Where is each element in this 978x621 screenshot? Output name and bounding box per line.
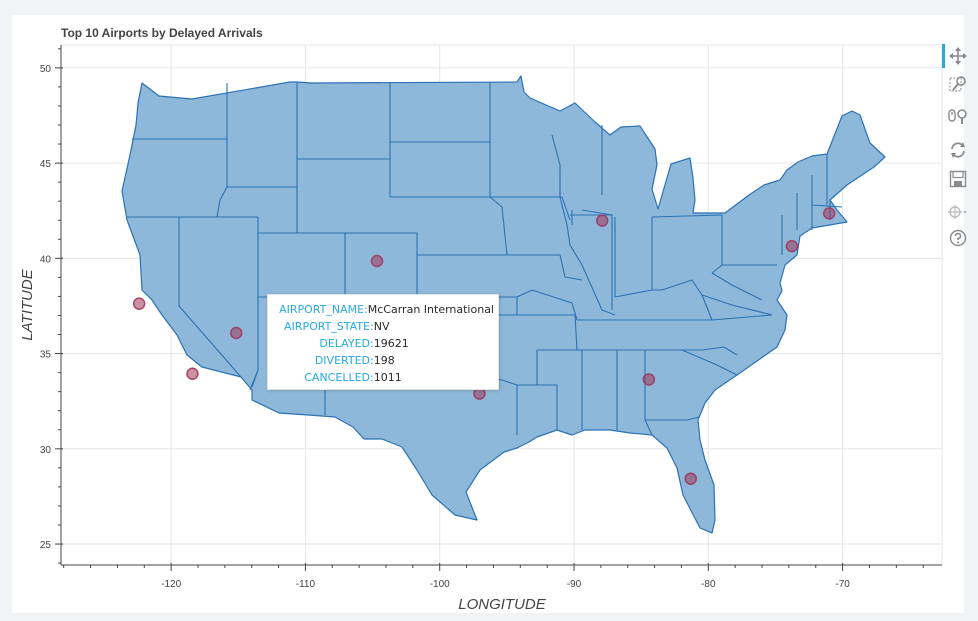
tooltip-row-airport-state: AIRPORT_STATE: NV	[268, 318, 494, 335]
x-tick-label: -70	[835, 579, 850, 590]
wheel-zoom-tool-button[interactable]	[945, 104, 971, 128]
airport-point[interactable]	[684, 472, 697, 485]
x-tick-label: -110	[296, 579, 316, 590]
box-zoom-icon	[949, 76, 966, 92]
y-tick-label: 35	[40, 350, 52, 361]
x-tick-label: -100	[430, 579, 450, 590]
airport-point[interactable]	[785, 239, 799, 253]
y-tick-label: 30	[40, 445, 52, 456]
y-tick-label: 25	[40, 540, 52, 551]
tooltip-row-delayed: DELAYED:19621	[268, 335, 494, 352]
airport-points	[132, 207, 836, 485]
x-axis-label: LONGITUDE	[458, 596, 547, 613]
airport-point[interactable]	[370, 254, 384, 268]
airport-point[interactable]	[230, 326, 243, 340]
tooltip-separator: :	[370, 371, 374, 384]
tooltip-value-diverted: 198	[373, 354, 395, 367]
tooltip-separator: :	[370, 337, 374, 350]
crosshair-tool-button[interactable]	[945, 200, 971, 224]
plot-area[interactable]: Top 10 Airports by Delayed Arrivals	[12, 15, 964, 613]
tooltip-row-airport-name: AIRPORT_NAME: McCarran International	[268, 301, 494, 318]
tooltip-key-delayed: DELAYED	[319, 337, 370, 350]
y-tick-label: 45	[40, 159, 52, 170]
tooltip-value-delayed: 19621	[373, 337, 409, 350]
save-tool-button[interactable]	[945, 167, 971, 191]
x-axis: -120 -110 -100 -90 -80 -70	[61, 563, 942, 590]
tooltip-value-airport-state: NV	[373, 320, 390, 333]
pan-icon	[949, 47, 967, 65]
crosshair-icon	[948, 205, 967, 219]
reset-tool-button[interactable]	[945, 138, 971, 162]
tooltip-row-cancelled: CANCELLED:1011	[268, 369, 494, 386]
chart-title: Top 10 Airports by Delayed Arrivals	[61, 26, 263, 40]
tooltip-separator: :	[370, 320, 374, 333]
pan-tool-button[interactable]	[942, 44, 971, 68]
figure: Top 10 Airports by Delayed Arrivals	[12, 15, 964, 613]
airport-point[interactable]	[186, 367, 199, 381]
airport-point[interactable]	[132, 297, 146, 310]
tooltip-row-diverted: DIVERTED:198	[268, 352, 494, 369]
y-axis: 25 30 35 40 45 50	[40, 45, 63, 565]
airport-point[interactable]	[642, 373, 656, 386]
help-tool-button[interactable]	[945, 226, 971, 250]
airport-point[interactable]	[822, 207, 836, 220]
y-axis-label: LATITUDE	[19, 268, 36, 340]
us-states-map	[121, 75, 886, 534]
tooltip-separator: :	[364, 303, 368, 316]
y-tick-label: 50	[40, 64, 52, 75]
save-icon	[949, 170, 967, 188]
tooltip-value-airport-name: McCarran International	[367, 303, 494, 316]
x-tick-label: -80	[701, 579, 716, 590]
tooltip-key-diverted: DIVERTED	[314, 354, 370, 367]
tooltip-key-cancelled: CANCELLED	[304, 371, 370, 384]
hover-tooltip: AIRPORT_NAME: McCarran International AIRP…	[267, 294, 499, 390]
wheel-zoom-icon	[948, 109, 967, 124]
box-zoom-tool-button[interactable]	[945, 72, 971, 96]
help-icon	[949, 229, 967, 247]
x-tick-label: -120	[161, 579, 181, 590]
plot-toolbar	[942, 40, 974, 270]
reset-icon	[951, 142, 965, 158]
x-tick-label: -90	[567, 579, 582, 590]
tooltip-key-airport-name: AIRPORT_NAME	[279, 303, 365, 316]
airport-point[interactable]	[595, 214, 609, 227]
tooltip-value-cancelled: 1011	[373, 371, 402, 384]
y-tick-label: 40	[40, 254, 52, 265]
tooltip-separator: :	[370, 354, 374, 367]
tooltip-key-airport-state: AIRPORT_STATE	[284, 320, 370, 333]
